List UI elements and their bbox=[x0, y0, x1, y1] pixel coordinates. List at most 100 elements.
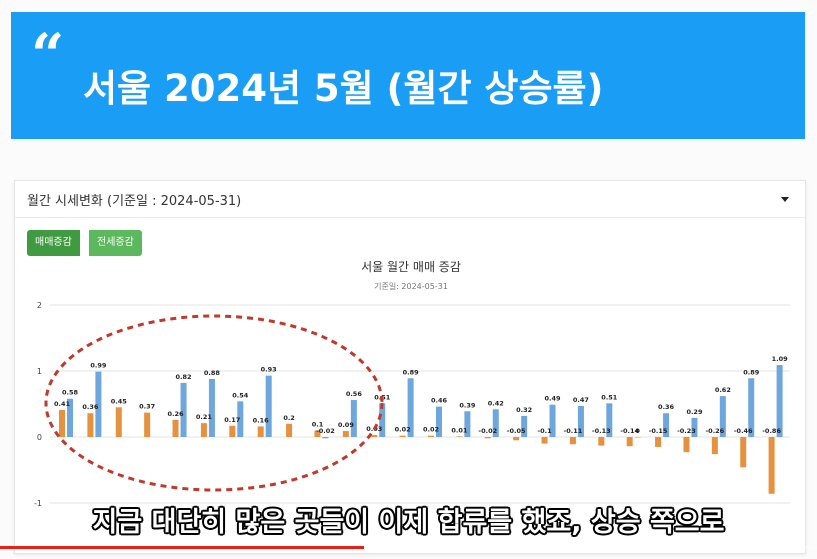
bar-series-1[interactable] bbox=[598, 437, 605, 446]
bar-series-2[interactable] bbox=[237, 401, 244, 437]
bar-series-1[interactable] bbox=[484, 437, 491, 439]
y-tick-label: 0 bbox=[37, 433, 42, 442]
bar-series-2[interactable] bbox=[776, 365, 783, 437]
chart-subtitle: 기준일: 2024-05-31 bbox=[374, 282, 448, 291]
bar-series-2[interactable] bbox=[634, 437, 641, 438]
data-label: 0.58 bbox=[62, 389, 79, 397]
data-label: 0.02 bbox=[395, 426, 411, 434]
data-label: 0.82 bbox=[176, 373, 192, 381]
data-label: -0.46 bbox=[734, 427, 753, 435]
bar-series-2[interactable] bbox=[322, 437, 329, 439]
data-label: 0.37 bbox=[139, 403, 155, 411]
bar-series-2[interactable] bbox=[549, 404, 556, 437]
bar-series-1[interactable] bbox=[286, 423, 293, 437]
bar-series-2[interactable] bbox=[606, 403, 613, 437]
data-label: 0.51 bbox=[601, 393, 618, 401]
data-label: 0.88 bbox=[204, 369, 221, 377]
data-label: -0.02 bbox=[478, 427, 497, 435]
data-label: 0 bbox=[635, 427, 640, 435]
data-label: 0.62 bbox=[715, 386, 731, 394]
bar-series-2[interactable] bbox=[350, 400, 357, 437]
bar-series-1[interactable] bbox=[683, 437, 690, 453]
data-label: 0.47 bbox=[573, 396, 589, 404]
video-progress-track[interactable] bbox=[0, 546, 817, 549]
bar-series-2[interactable] bbox=[265, 375, 272, 437]
bar-series-1[interactable] bbox=[314, 430, 321, 437]
data-label: -0.1 bbox=[537, 427, 552, 435]
bar-series-1[interactable] bbox=[569, 437, 576, 445]
bar-series-1[interactable] bbox=[229, 425, 236, 437]
bar-series-2[interactable] bbox=[663, 413, 670, 437]
data-label: 0.39 bbox=[459, 401, 476, 409]
chart-title: 서울 월간 매매 증감 bbox=[361, 260, 461, 274]
bar-series-1[interactable] bbox=[768, 437, 775, 494]
bar-series-1[interactable] bbox=[626, 437, 633, 447]
bar-series-2[interactable] bbox=[691, 417, 698, 437]
data-label: 0.2 bbox=[283, 414, 295, 422]
data-label: 1.09 bbox=[772, 355, 789, 363]
bar-series-1[interactable] bbox=[59, 409, 65, 437]
caret-down-icon[interactable] bbox=[781, 197, 789, 202]
data-label: 0.46 bbox=[431, 397, 448, 405]
bar-series-1[interactable] bbox=[172, 419, 179, 437]
bar-series-2[interactable] bbox=[521, 415, 528, 437]
bar-series-1[interactable] bbox=[541, 437, 548, 444]
bar-series-1[interactable] bbox=[711, 437, 718, 455]
bar-series-1[interactable] bbox=[740, 437, 747, 468]
data-label: 0.32 bbox=[516, 406, 532, 414]
banner-title: 서울 2024년 5월 (월간 상승률) bbox=[83, 67, 604, 110]
highlight-ellipse bbox=[44, 314, 384, 492]
video-progress-fill[interactable] bbox=[0, 546, 364, 549]
data-label: 0.89 bbox=[743, 368, 760, 376]
data-label: 0.17 bbox=[224, 416, 240, 424]
bar-series-1[interactable] bbox=[456, 436, 463, 437]
chart-card: 월간 시세변화 (기준일 : 2024-05-31) 매매증감 전세증감 bbox=[14, 180, 806, 554]
bar-series-1[interactable] bbox=[257, 426, 264, 437]
data-label: 0.54 bbox=[232, 391, 249, 399]
data-label: -0.15 bbox=[649, 427, 668, 435]
data-label: -0.23 bbox=[677, 427, 696, 435]
video-subtitle: 지금 대단히 많은 곳들이 이제 합류를 했죠, 상승 쪽으로 bbox=[92, 507, 725, 538]
bar-series-2[interactable] bbox=[464, 411, 471, 437]
y-tick-label: -1 bbox=[34, 499, 42, 508]
bar-series-2[interactable] bbox=[379, 403, 386, 437]
bar-series-1[interactable] bbox=[655, 437, 662, 447]
bar-series-1[interactable] bbox=[342, 431, 349, 437]
bar-series-2[interactable] bbox=[208, 378, 215, 437]
bar-series-2[interactable] bbox=[95, 371, 102, 437]
data-label: 0.29 bbox=[686, 408, 703, 416]
bar-series-2[interactable] bbox=[436, 406, 442, 437]
y-tick-label: 2 bbox=[37, 301, 42, 310]
data-label: 0.49 bbox=[545, 395, 562, 403]
bar-series-1[interactable] bbox=[428, 435, 434, 437]
tab-sale-change[interactable]: 매매증감 bbox=[27, 230, 80, 256]
tab-jeonse-change[interactable]: 전세증감 bbox=[89, 230, 142, 256]
data-label: 0.02 bbox=[423, 426, 439, 434]
bar-series-2[interactable] bbox=[407, 378, 414, 437]
bar-series-2[interactable] bbox=[577, 405, 584, 437]
bar-series-1[interactable] bbox=[144, 412, 151, 437]
bar-series-1[interactable] bbox=[87, 413, 94, 437]
bar-series-2[interactable] bbox=[748, 378, 755, 437]
bar-series-2[interactable] bbox=[180, 382, 187, 437]
data-label: 0.99 bbox=[90, 362, 107, 370]
data-label: 0.21 bbox=[196, 413, 213, 421]
data-label: 0.1 bbox=[312, 420, 324, 428]
bar-series-1[interactable] bbox=[399, 435, 406, 437]
data-label: -0.05 bbox=[507, 427, 526, 435]
bar-series-1[interactable] bbox=[513, 437, 520, 441]
bar-series-2[interactable] bbox=[719, 396, 726, 437]
bar-series-1[interactable] bbox=[371, 435, 378, 437]
data-label: 0.41 bbox=[54, 400, 71, 408]
card-title: 월간 시세변화 (기준일 : 2024-05-31) bbox=[27, 194, 242, 209]
data-label: -0.86 bbox=[762, 427, 781, 435]
bar-series-1[interactable] bbox=[115, 407, 122, 437]
data-label: 0.26 bbox=[168, 410, 185, 418]
data-label: 0.36 bbox=[658, 403, 675, 411]
bar-series-2[interactable] bbox=[67, 398, 73, 437]
card-header[interactable]: 월간 시세변화 (기준일 : 2024-05-31) bbox=[15, 181, 805, 218]
bar-series-1[interactable] bbox=[200, 423, 207, 437]
bar-series-2[interactable] bbox=[492, 409, 499, 437]
data-label: 0.09 bbox=[338, 421, 355, 429]
